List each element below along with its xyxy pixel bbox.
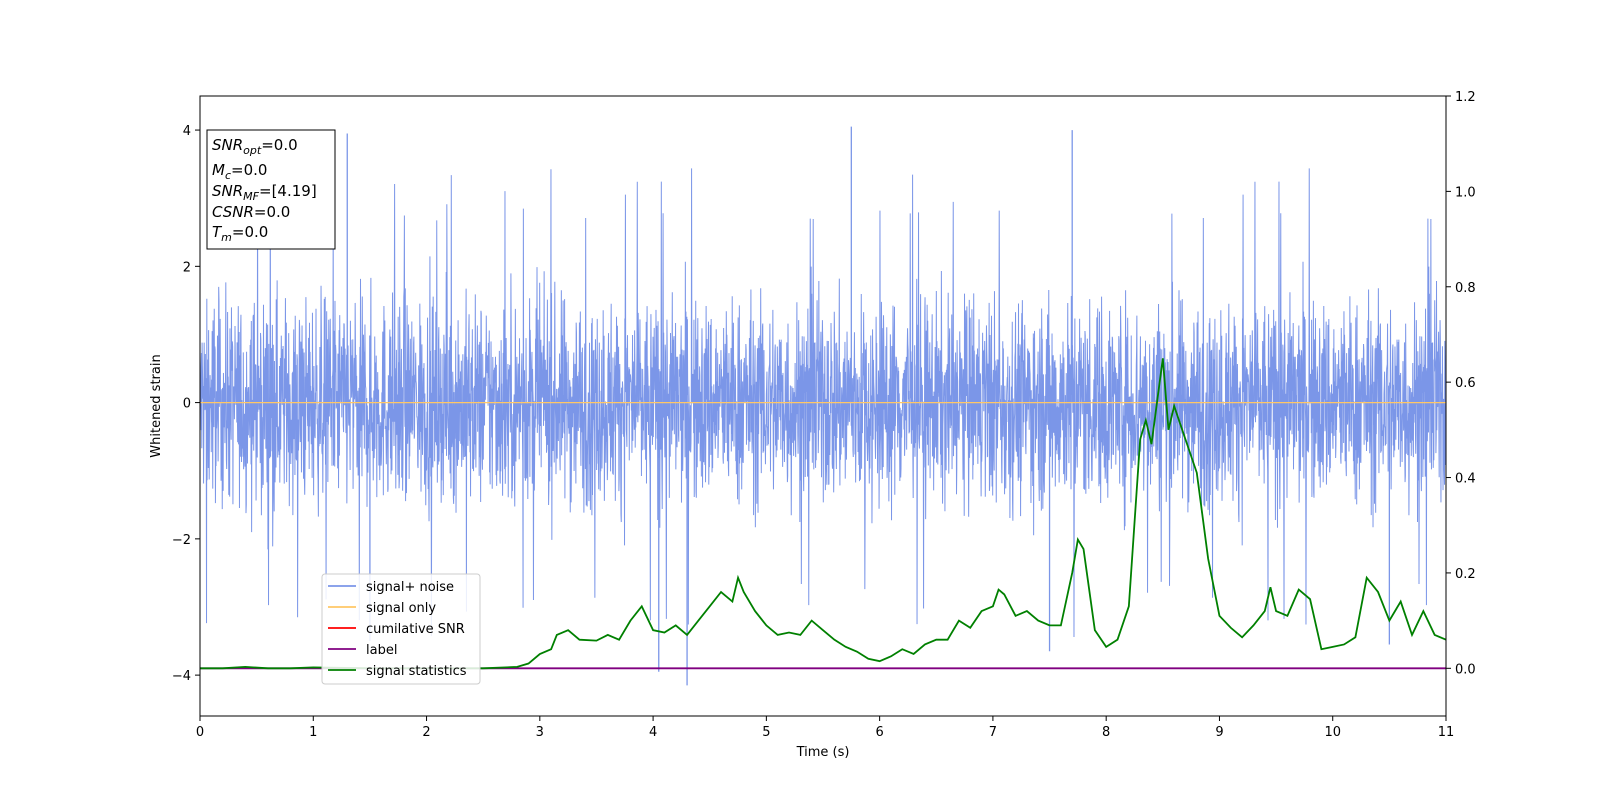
signal-statistics-line [200, 358, 1447, 670]
x-tick-label: 3 [536, 725, 544, 740]
left-y-tick-label: −2 [172, 533, 191, 548]
x-axis-label: Time (s) [796, 745, 850, 760]
left-y-tick-label: −4 [172, 669, 191, 684]
right-y-tick-label: 0.4 [1455, 472, 1476, 487]
x-tick-label: 11 [1438, 725, 1455, 740]
left-y-tick-label: 2 [183, 260, 191, 275]
x-tick-label: 10 [1324, 725, 1341, 740]
csnr-text: CSNR=0.0 [212, 203, 290, 221]
right-y-tick-label: 0.2 [1455, 567, 1476, 582]
tm-value: =0.0 [232, 223, 268, 241]
x-tick-label: 9 [1215, 725, 1223, 740]
plot-frame [199, 95, 1447, 717]
legend-frame [321, 573, 481, 685]
left-y-tick-label: 0 [183, 397, 191, 412]
x-tick-label: 1 [309, 725, 317, 740]
csnr-value: =0.0 [254, 203, 290, 221]
snr-mf-symbol: SNR [212, 182, 243, 200]
x-tick-label: 7 [989, 725, 997, 740]
snr-mf-value: =[4.19] [259, 182, 317, 200]
snr-mf-text: SNRMF=[4.19] [212, 182, 317, 203]
legend-label: cumilative SNR [366, 622, 465, 637]
tm-subscript: m [221, 231, 232, 244]
x-tick-label: 0 [196, 725, 204, 740]
mc-symbol: M [212, 161, 225, 179]
tm-symbol: T [212, 223, 223, 241]
mc-subscript: c [225, 169, 231, 182]
right-y-tick-label: 1.2 [1455, 90, 1476, 105]
snr-mf-subscript: MF [243, 190, 259, 203]
y-axis-label: Whitened strain [149, 354, 164, 457]
right-y-tick-label: 1.0 [1455, 185, 1476, 200]
x-tick-label: 2 [422, 725, 430, 740]
legend-label: signal only [366, 601, 436, 616]
x-axis-ticks: 0 1 2 3 4 5 6 7 8 9 10 11 [196, 716, 1454, 740]
snr-opt-symbol: SNR [212, 136, 243, 154]
right-y-tick-label: 0.6 [1455, 376, 1476, 391]
info-box: SNRopt=0.0 Mc=0.0 SNRMF=[4.19] CSNR=0.0 … [206, 129, 336, 250]
tm-text: Tm=0.0 [212, 223, 268, 244]
snr-opt-subscript: opt [243, 144, 262, 157]
mc-value: =0.0 [231, 161, 267, 179]
x-tick-label: 6 [875, 725, 883, 740]
legend: signal+ noise signal only cumilative SNR la… [321, 573, 481, 685]
right-y-tick-label: 0.0 [1455, 662, 1476, 677]
info-box-frame [206, 129, 336, 250]
legend-label: signal+ noise [366, 580, 454, 595]
left-y-axis-ticks: 4 2 0 −2 −4 [172, 124, 200, 684]
legend-label: label [366, 643, 397, 658]
right-y-tick-label: 0.8 [1455, 281, 1476, 296]
csnr-symbol: CSNR [212, 203, 254, 221]
x-tick-label: 4 [649, 725, 657, 740]
snr-opt-value: =0.0 [261, 136, 297, 154]
signal-noise-trace [199, 165, 1447, 638]
snr-opt-text: SNRopt=0.0 [212, 136, 298, 157]
x-tick-label: 5 [762, 725, 770, 740]
left-y-tick-label: 4 [183, 124, 191, 139]
mc-text: Mc=0.0 [212, 161, 267, 182]
right-y-axis-ticks: 1.2 1.0 0.8 0.6 0.4 0.2 0.0 [1446, 90, 1476, 677]
legend-label: signal statistics [366, 664, 467, 679]
signal-noise-series [199, 126, 1447, 686]
x-tick-label: 8 [1102, 725, 1110, 740]
